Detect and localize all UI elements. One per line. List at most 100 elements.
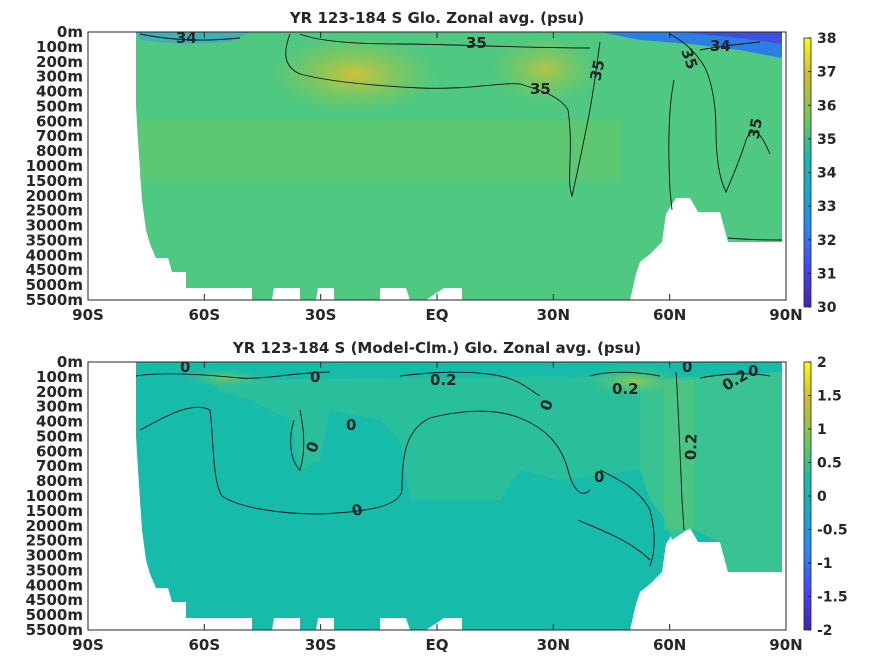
salt-mid-depth — [140, 120, 620, 180]
colorbar-tick-label: 1.5 — [817, 389, 842, 405]
colorbar-tick-label: -1.5 — [817, 590, 848, 606]
x-tick-label: 30N — [537, 636, 570, 654]
contour-label: 35 — [745, 117, 766, 141]
x-tick-label: 60N — [653, 636, 686, 654]
contour-label: 0 — [350, 500, 365, 520]
colorbar-tick-label: 2 — [817, 355, 827, 371]
y-tick-label: 800m — [36, 472, 83, 490]
fresh-arctic — [600, 32, 782, 58]
y-tick-label: 800m — [36, 142, 83, 160]
y-tick-label: 400m — [36, 83, 83, 101]
y-tick-label: 2500m — [26, 202, 83, 220]
y-tick-label: 700m — [36, 457, 83, 475]
colorbar-tick-label: 33 — [817, 199, 836, 215]
y-tick-label: 2000m — [26, 517, 83, 535]
panel-difference: YR 123-184 S (Model-Clm.) Glo. Zonal avg… — [26, 339, 848, 654]
fresh-arctic-core — [680, 32, 782, 44]
y-tick-label: 700m — [36, 127, 83, 145]
y-tick-label: 500m — [36, 97, 83, 115]
y-tick-label: 200m — [36, 53, 83, 71]
contour-label: 0 — [748, 362, 758, 380]
chart-title: YR 123-184 S (Model-Clm.) Glo. Zonal avg… — [232, 339, 641, 357]
y-tick-label: 4000m — [26, 246, 83, 264]
y-tick-label: 2000m — [26, 187, 83, 205]
x-tick-label: EQ — [426, 306, 449, 324]
y-tick-label: 5500m — [26, 621, 83, 639]
contour-label: 0 — [346, 416, 356, 434]
x-tick-label: 90S — [72, 306, 104, 324]
heatmap-field: 34 35 35 35 35 34 35 — [136, 29, 783, 300]
fresh-south-surface — [136, 32, 250, 44]
contour-label: 0 — [310, 368, 320, 386]
y-axis: 0m100m200m300m400m500m600m700m800m1000m1… — [26, 23, 83, 309]
y-tick-label: 600m — [36, 442, 83, 460]
colorbar-tick-label: -0.5 — [817, 523, 848, 539]
y-tick-label: 300m — [36, 68, 83, 86]
colorbar-tick-label: 30 — [817, 300, 837, 316]
positive-anomaly-upper — [210, 376, 640, 500]
colorbar-tick-label: 1 — [817, 422, 827, 438]
x-tick-label: 60N — [653, 306, 686, 324]
salt-subtropical-south — [270, 34, 440, 114]
colorbar-tick-label: 35 — [817, 132, 836, 148]
y-tick-label: 5000m — [26, 606, 83, 624]
anomaly-south-high — [180, 368, 270, 388]
contour-label: 0.2 — [430, 371, 457, 389]
y-tick-label: 1000m — [26, 487, 83, 505]
y-tick-label: 4500m — [26, 591, 83, 609]
y-tick-label: 3000m — [26, 547, 83, 565]
colorbar-tick-label: 36 — [817, 98, 836, 114]
y-tick-label: 1500m — [26, 502, 83, 520]
y-tick-label: 1500m — [26, 172, 83, 190]
x-axis: 90S 60S 30S EQ 30N 60N 90N — [72, 362, 803, 654]
y-tick-label: 5500m — [26, 291, 83, 309]
contour-label: 34 — [710, 37, 731, 55]
y-tick-label: 4000m — [26, 576, 83, 594]
y-tick-label: 3500m — [26, 231, 83, 249]
x-tick-label: 60S — [188, 306, 220, 324]
heatmap-field: 0 0 0.2 0 0 0 0.2 0 0.2 0 0.2 0 0 — [135, 358, 782, 630]
colorbar-tick-label: 32 — [817, 233, 836, 249]
x-tick-label: EQ — [426, 636, 449, 654]
colorbar-tick-label: 38 — [817, 31, 836, 47]
y-tick-label: 0m — [57, 353, 83, 371]
contour-lines — [139, 33, 783, 241]
y-tick-label: 3000m — [26, 217, 83, 235]
contour-label: 35 — [586, 58, 608, 82]
y-tick-label: 400m — [36, 413, 83, 431]
y-tick-label: 200m — [36, 383, 83, 401]
y-tick-label: 500m — [36, 427, 83, 445]
colorbar-tick-label: -2 — [817, 623, 833, 639]
y-tick-label: 100m — [36, 38, 83, 56]
colorbar-ticks: -2 -1.5 -1 -0.5 0 0.5 1 1.5 2 — [808, 355, 848, 639]
x-tick-label: 30N — [537, 306, 570, 324]
contour-label: 35 — [530, 80, 551, 98]
x-tick-label: 90N — [769, 306, 802, 324]
contour-label: 0 — [682, 358, 692, 376]
y-tick-label: 300m — [36, 398, 83, 416]
anomaly-north-column — [664, 380, 694, 530]
contour-label: 0 — [594, 468, 604, 486]
contour-label: 34 — [176, 29, 197, 47]
x-tick-label: 60S — [188, 636, 220, 654]
colorbar-tick-label: -1 — [817, 556, 833, 572]
y-axis: 0m100m200m300m400m500m600m700m800m1000m1… — [26, 353, 83, 639]
colorbar-tick-label: 37 — [817, 65, 836, 81]
contour-label: 35 — [466, 34, 487, 52]
y-tick-label: 2500m — [26, 532, 83, 550]
y-tick-label: 4500m — [26, 261, 83, 279]
y-tick-label: 1000m — [26, 157, 83, 175]
contour-label: 0 — [180, 358, 190, 376]
chart-title: YR 123-184 S Glo. Zonal avg. (psu) — [289, 9, 584, 27]
x-tick-label: 30S — [305, 636, 337, 654]
colorbar-tick-label: 31 — [817, 266, 836, 282]
y-tick-label: 600m — [36, 112, 83, 130]
contour-label: 0.2 — [612, 380, 639, 398]
colorbar-tick-label: 0.5 — [817, 456, 842, 472]
x-tick-label: 90N — [769, 636, 802, 654]
panel-salinity: YR 123-184 S Glo. Zonal avg. (psu) 34 35 — [26, 9, 837, 324]
y-tick-label: 5000m — [26, 276, 83, 294]
colorbar-tick-label: 34 — [817, 166, 837, 182]
y-tick-label: 0m — [57, 23, 83, 41]
